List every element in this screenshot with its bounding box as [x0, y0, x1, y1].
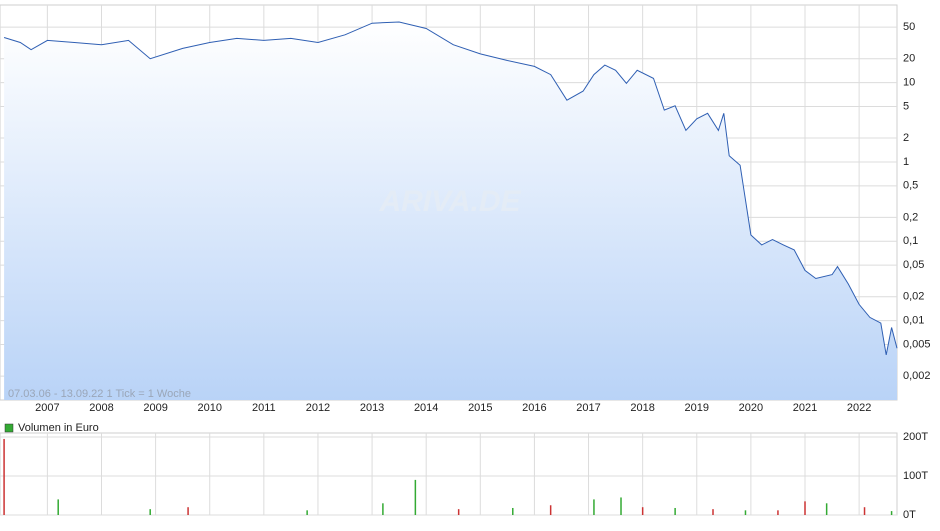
y-tick-label: 0,01 — [903, 315, 924, 327]
y-tick-label: 5 — [903, 100, 909, 112]
x-tick-label: 2021 — [793, 402, 817, 414]
volume-bar — [674, 507, 676, 515]
x-tick-label: 2019 — [685, 402, 709, 414]
x-tick-label: 2007 — [35, 402, 59, 414]
volume-bar — [57, 499, 59, 515]
volume-bar — [3, 438, 5, 515]
y-tick-label: 0,5 — [903, 180, 918, 192]
x-tick-label: 2018 — [630, 402, 654, 414]
volume-bar — [187, 507, 189, 515]
y-tick-label: 10 — [903, 76, 915, 88]
y-tick-label: 0T — [903, 509, 916, 521]
y-tick-label: 0,002 — [903, 370, 931, 382]
volume-bar — [863, 507, 866, 515]
x-tick-label: 2011 — [252, 402, 276, 414]
x-tick-label: 2020 — [739, 402, 763, 414]
watermark: ARIVA.DE — [378, 185, 521, 218]
y-tick-label: 0,1 — [903, 235, 918, 247]
y-tick-label: 0,005 — [903, 338, 931, 350]
volume-bar — [149, 509, 151, 515]
volume-bar — [825, 503, 828, 515]
x-tick-label: 2017 — [576, 402, 600, 414]
volume-bar — [744, 510, 747, 515]
y-tick-label: 50 — [903, 21, 915, 33]
x-tick-label: 2022 — [847, 402, 871, 414]
volume-bar — [593, 499, 595, 515]
x-tick-label: 2015 — [468, 402, 492, 414]
volume-bar — [777, 510, 779, 515]
volume-bar — [414, 479, 417, 515]
x-tick-label: 2010 — [197, 402, 221, 414]
x-tick-label: 2014 — [414, 402, 438, 414]
x-tick-label: 2009 — [143, 402, 167, 414]
volume-bar — [712, 509, 714, 515]
volume-bar — [549, 505, 552, 515]
volume-bar — [620, 497, 622, 515]
volume-bar — [890, 511, 893, 515]
volume-bar — [382, 503, 384, 515]
volume-bar — [306, 510, 308, 515]
y-tick-label: 0,02 — [903, 291, 924, 303]
legend-label: Volumen in Euro — [18, 422, 99, 434]
y-tick-label: 1 — [903, 156, 909, 168]
y-tick-label: 100T — [903, 470, 928, 482]
y-tick-label: 2 — [903, 132, 909, 144]
volume-bar — [457, 509, 460, 515]
y-tick-label: 0,2 — [903, 211, 918, 223]
x-tick-label: 2012 — [306, 402, 330, 414]
y-tick-label: 20 — [903, 53, 915, 65]
price-line — [3, 21, 898, 355]
x-tick-label: 2013 — [360, 402, 384, 414]
volume-bar — [512, 507, 514, 515]
x-tick-label: 2016 — [522, 402, 546, 414]
legend-swatch — [4, 423, 14, 433]
x-tick-label: 2008 — [89, 402, 113, 414]
price-area — [4, 22, 898, 400]
volume-bar — [641, 507, 644, 515]
annotation: 07.03.06 - 13.09.22 1 Tick = 1 Woche — [8, 388, 191, 400]
y-tick-label: 0,05 — [903, 259, 924, 271]
y-tick-label: 200T — [903, 431, 928, 443]
volume-bar — [804, 501, 806, 515]
